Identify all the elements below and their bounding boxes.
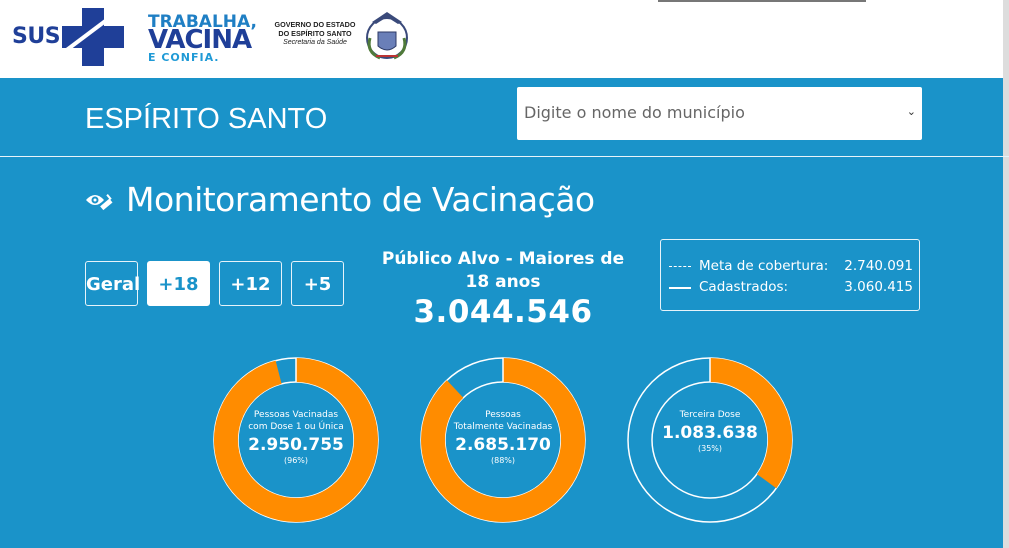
chevron-down-icon: ⌄ (906, 106, 916, 118)
government-logo: GOVERNO DO ESTADO DO ESPÍRITO SANTO Secr… (272, 20, 358, 48)
donut-label-line: com Dose 1 ou Única (248, 422, 344, 432)
donut-chart (213, 357, 379, 523)
coverage-legend: Meta de cobertura: 2.740.091 Cadastrados… (660, 239, 920, 311)
gov-subtitle: Secretaria da Saúde (283, 39, 347, 46)
filter-18-button[interactable]: +18 (147, 261, 210, 306)
donut-percent: (96%) (283, 456, 309, 465)
donut-dose1: Pessoas Vacinadas com Dose 1 ou Única 2.… (212, 355, 380, 525)
sus-logo-text: SUS (12, 24, 61, 49)
legend-value: 2.740.091 (844, 258, 913, 274)
top-edge-element (658, 0, 866, 2)
donut-arc (421, 358, 585, 522)
scrollbar[interactable] (1003, 0, 1009, 548)
donut-label-line: Totalmente Vacinadas (453, 422, 553, 432)
sus-cross-icon (62, 8, 124, 66)
campaign-line-3: E CONFIA. (148, 51, 220, 64)
legend-label: Cadastrados: (699, 279, 789, 295)
legend-row-registered: Cadastrados: 3.060.415 (669, 279, 913, 295)
filter-geral-button[interactable]: Geral (85, 261, 140, 306)
filter-12-button[interactable]: +12 (219, 261, 282, 306)
gov-line-1: GOVERNO DO ESTADO (274, 20, 356, 29)
logo-bar: SUS TRABALHA, VACINA E CONFIA. GOVERNO D… (0, 0, 1009, 78)
donut-percent: (35%) (697, 444, 723, 453)
donut-label-line: Terceira Dose (679, 410, 741, 420)
vaccine-eye-icon (86, 194, 113, 211)
sus-logo[interactable]: SUS (12, 8, 127, 66)
legend-label: Meta de cobertura: (699, 258, 829, 274)
target-population-value: 3.044.546 (413, 294, 593, 330)
donut-label-line: Pessoas (485, 410, 521, 420)
target-population-label: Público Alvo - Maiores de 18 anos (381, 249, 625, 292)
filter-5-button[interactable]: +5 (291, 261, 344, 306)
donut-value: 2.685.170 (455, 435, 551, 455)
state-emblem-icon (366, 12, 408, 60)
donut-value: 1.083.638 (662, 423, 758, 443)
header-divider (0, 156, 1009, 157)
donut-arc (709, 358, 792, 489)
campaign-line-1: TRABALHA, (148, 12, 257, 32)
donut-arc (214, 358, 378, 522)
donut-value: 2.950.755 (248, 435, 344, 455)
donut-label-line: Pessoas Vacinadas (253, 410, 339, 420)
donut-fully-vaccinated: Pessoas Totalmente Vacinadas 2.685.170 (… (419, 355, 587, 525)
campaign-logo: TRABALHA, VACINA E CONFIA. (148, 14, 257, 64)
municipality-select[interactable]: Digite o nome do município ⌄ (517, 87, 922, 140)
state-heading: ESPÍRITO SANTO (85, 103, 328, 135)
page-title: Monitoramento de Vacinação (126, 180, 595, 219)
municipality-select-placeholder: Digite o nome do município (524, 103, 745, 122)
donut-chart (420, 357, 586, 523)
dashed-line-icon (669, 266, 691, 267)
solid-line-icon (669, 287, 691, 289)
donut-percent: (88%) (490, 456, 516, 465)
legend-value: 3.060.415 (844, 279, 913, 295)
donut-third-dose: Terceira Dose 1.083.638 (35%) (626, 355, 794, 525)
legend-row-goal: Meta de cobertura: 2.740.091 (669, 258, 913, 274)
campaign-line-2: VACINA (148, 25, 252, 55)
donut-chart (627, 357, 793, 523)
gov-line-2: DO ESPÍRITO SANTO (278, 29, 352, 38)
